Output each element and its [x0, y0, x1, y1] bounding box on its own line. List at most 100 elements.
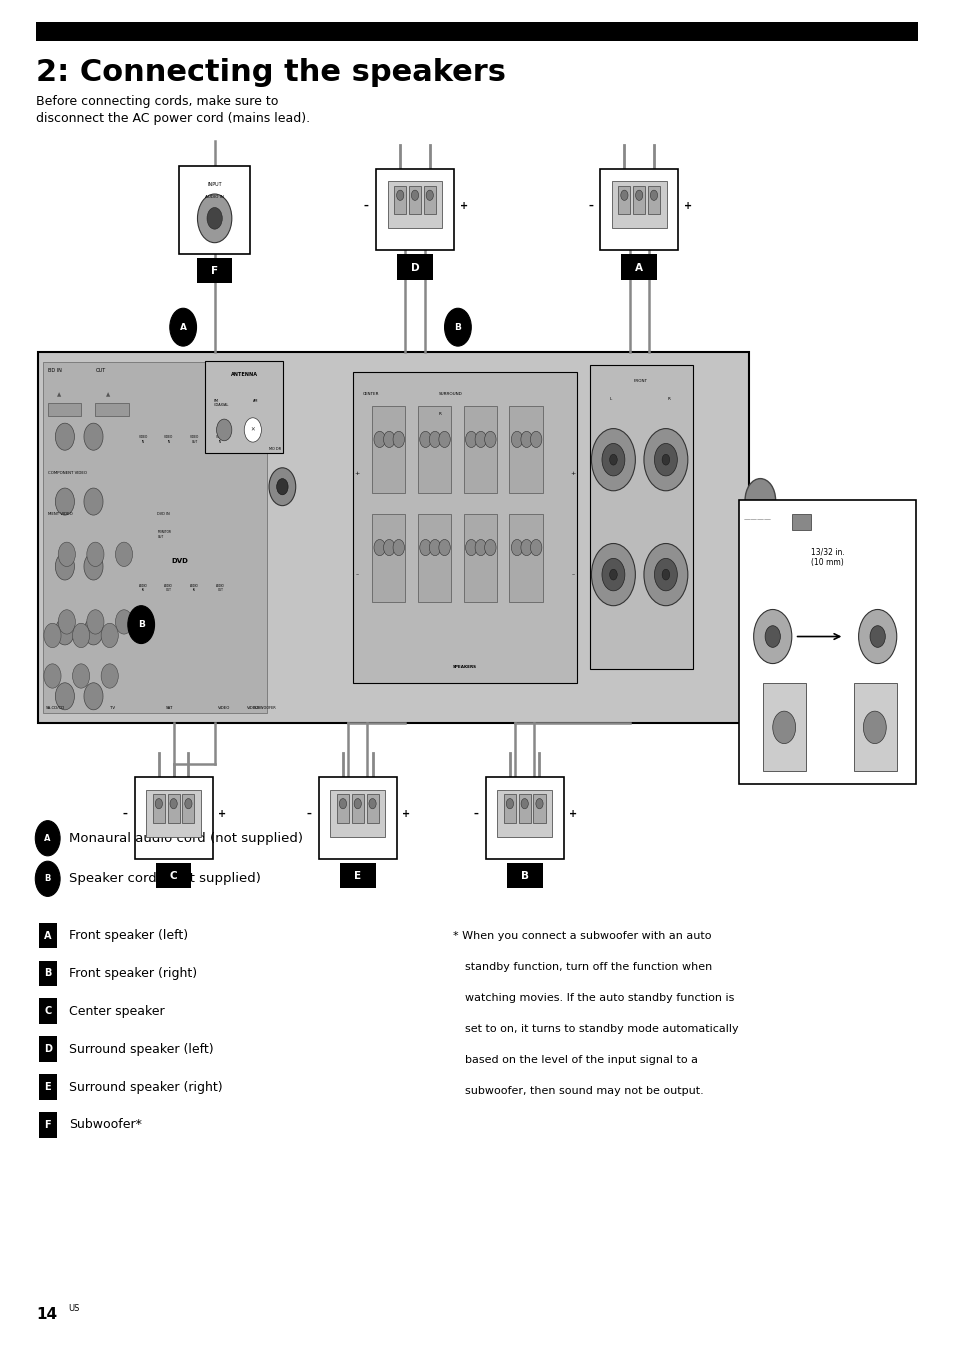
- Circle shape: [506, 799, 513, 808]
- Bar: [599, 169, 678, 250]
- Bar: [853, 683, 896, 771]
- Bar: [152, 794, 165, 822]
- Circle shape: [115, 542, 132, 566]
- Circle shape: [393, 431, 404, 448]
- Text: watching movies. If the auto standby function is: watching movies. If the auto standby fun…: [464, 992, 733, 1003]
- Text: set to on, it turns to standby mode automatically: set to on, it turns to standby mode auto…: [464, 1023, 738, 1034]
- Text: SPEAKERS: SPEAKERS: [453, 665, 476, 669]
- Circle shape: [84, 423, 103, 450]
- Circle shape: [55, 618, 74, 645]
- Circle shape: [55, 488, 74, 515]
- Bar: [409, 185, 420, 214]
- Text: FM
COAXIAL: FM COAXIAL: [213, 399, 229, 407]
- Circle shape: [84, 683, 103, 710]
- Bar: [589, 365, 692, 669]
- Text: –: –: [473, 808, 478, 819]
- Circle shape: [339, 799, 346, 808]
- Bar: [95, 403, 129, 416]
- Circle shape: [601, 443, 624, 476]
- Circle shape: [511, 539, 522, 556]
- Text: –: –: [306, 808, 312, 819]
- Text: Monaural audio cord (not supplied): Monaural audio cord (not supplied): [69, 831, 302, 845]
- Text: Center speaker: Center speaker: [69, 1005, 164, 1018]
- Bar: [647, 185, 659, 214]
- Bar: [463, 514, 497, 602]
- Text: +: +: [354, 470, 359, 476]
- Circle shape: [530, 539, 541, 556]
- Bar: [611, 181, 666, 228]
- Bar: [155, 863, 192, 888]
- Text: Before connecting cords, make sure to: Before connecting cords, make sure to: [36, 95, 278, 108]
- Bar: [417, 406, 451, 493]
- Circle shape: [858, 610, 896, 664]
- Text: BD IN: BD IN: [48, 368, 62, 373]
- Bar: [366, 794, 378, 822]
- Bar: [372, 406, 405, 493]
- Circle shape: [369, 799, 375, 808]
- Circle shape: [650, 191, 657, 200]
- Circle shape: [101, 623, 118, 648]
- Bar: [518, 794, 530, 822]
- Circle shape: [753, 610, 791, 664]
- Text: –: –: [587, 200, 593, 211]
- Text: SAT: SAT: [166, 706, 173, 710]
- Circle shape: [115, 610, 132, 634]
- Circle shape: [465, 431, 476, 448]
- Circle shape: [465, 539, 476, 556]
- Circle shape: [84, 488, 103, 515]
- Text: AUDIO
IN: AUDIO IN: [190, 584, 199, 592]
- Circle shape: [244, 418, 261, 442]
- Circle shape: [185, 799, 192, 808]
- Circle shape: [84, 553, 103, 580]
- Text: F: F: [45, 1119, 51, 1130]
- Bar: [168, 794, 179, 822]
- Circle shape: [620, 191, 627, 200]
- Circle shape: [520, 799, 528, 808]
- Text: Subwoofer*: Subwoofer*: [69, 1118, 141, 1132]
- Text: AUDIO
IN: AUDIO IN: [138, 584, 148, 592]
- Bar: [423, 185, 436, 214]
- Circle shape: [155, 799, 162, 808]
- Circle shape: [429, 431, 440, 448]
- Text: Speaker cords (not supplied): Speaker cords (not supplied): [69, 872, 260, 886]
- Bar: [633, 185, 644, 214]
- Circle shape: [84, 618, 103, 645]
- Text: +: +: [569, 808, 577, 819]
- Text: +: +: [459, 200, 467, 211]
- Bar: [387, 181, 442, 228]
- Circle shape: [475, 539, 486, 556]
- Circle shape: [87, 542, 104, 566]
- Circle shape: [643, 429, 687, 491]
- Circle shape: [55, 553, 74, 580]
- Bar: [134, 777, 213, 859]
- Circle shape: [591, 429, 635, 491]
- Text: SUBWOOFER: SUBWOOFER: [253, 706, 276, 710]
- Circle shape: [44, 664, 61, 688]
- Circle shape: [269, 468, 295, 506]
- Text: B: B: [137, 621, 145, 629]
- Circle shape: [643, 544, 687, 606]
- Text: –: –: [355, 572, 358, 577]
- Circle shape: [484, 539, 496, 556]
- Text: Front speaker (left): Front speaker (left): [69, 929, 188, 942]
- Bar: [503, 794, 516, 822]
- Text: Surround speaker (left): Surround speaker (left): [69, 1042, 213, 1056]
- Circle shape: [520, 539, 532, 556]
- Text: ✕: ✕: [251, 427, 254, 433]
- Text: SA-CD/CD: SA-CD/CD: [46, 706, 65, 710]
- Circle shape: [35, 821, 60, 856]
- Bar: [739, 500, 915, 784]
- Circle shape: [661, 454, 669, 465]
- Circle shape: [654, 443, 677, 476]
- Text: standby function, turn off the function when: standby function, turn off the function …: [464, 961, 711, 972]
- Circle shape: [661, 569, 669, 580]
- Circle shape: [383, 539, 395, 556]
- Text: MENT VIDEO: MENT VIDEO: [48, 512, 72, 515]
- Text: OUT: OUT: [95, 368, 106, 373]
- Circle shape: [862, 711, 885, 744]
- Text: C: C: [170, 871, 177, 882]
- Circle shape: [55, 683, 74, 710]
- Text: B: B: [44, 968, 51, 979]
- Text: subwoofer, then sound may not be output.: subwoofer, then sound may not be output.: [464, 1086, 702, 1096]
- Circle shape: [426, 191, 433, 200]
